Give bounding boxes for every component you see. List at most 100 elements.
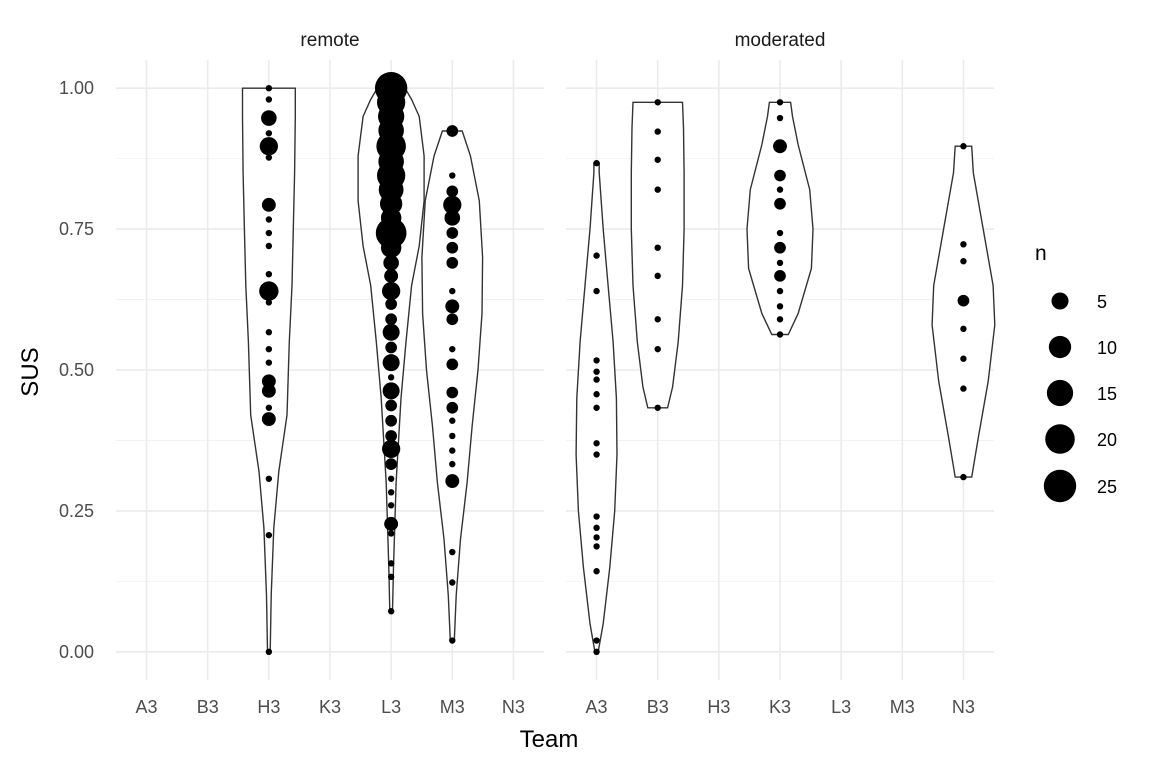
data-point	[265, 475, 273, 482]
data-point	[776, 316, 784, 323]
facet-panel-remote: remote A3 B3 H3 K3 L3 M3 N3	[116, 30, 544, 717]
data-point	[774, 197, 786, 210]
data-point	[449, 460, 456, 468]
legend-label: 10	[1097, 338, 1117, 358]
violin-N3	[931, 145, 996, 478]
x-tick-label: M3	[890, 697, 915, 717]
data-point	[449, 579, 456, 586]
violin-K3	[746, 101, 814, 336]
data-point	[265, 299, 273, 306]
data-point	[382, 382, 400, 400]
data-point	[957, 294, 970, 307]
data-point	[654, 99, 661, 106]
data-point	[593, 637, 600, 644]
data-point	[776, 259, 784, 267]
data-point	[654, 345, 661, 353]
facet-label: remote	[300, 30, 359, 51]
data-point	[654, 404, 661, 411]
data-point	[960, 385, 967, 392]
legend-title: n	[1035, 242, 1047, 265]
data-point	[593, 440, 600, 447]
data-point	[446, 358, 459, 371]
data-point	[774, 241, 786, 254]
data-point	[593, 376, 600, 383]
data-point	[265, 531, 273, 539]
data-point	[385, 414, 397, 427]
data-point	[593, 451, 600, 458]
x-tick-label: H3	[257, 697, 280, 717]
data-point	[265, 96, 273, 103]
x-tick-label: K3	[769, 697, 791, 717]
size-legend: n 5 10 15 20 25	[1035, 242, 1117, 503]
data-point	[265, 130, 273, 137]
data-point	[449, 447, 456, 454]
violin-B3	[630, 101, 685, 409]
data-point	[259, 281, 279, 301]
y-tick-label: 1.00	[59, 78, 94, 98]
data-point	[593, 252, 600, 259]
legend-key-25	[1043, 469, 1077, 503]
data-point	[960, 143, 967, 150]
data-point	[449, 417, 456, 424]
y-tick-label: 0.25	[59, 501, 94, 521]
data-point	[449, 345, 456, 353]
data-point	[387, 502, 395, 509]
y-axis-title: SUS	[17, 347, 44, 396]
data-point	[593, 368, 600, 375]
legend-key-5	[1051, 292, 1069, 310]
data-point	[446, 313, 459, 326]
data-point	[960, 355, 967, 362]
data-point	[449, 637, 456, 644]
data-point	[776, 186, 784, 193]
facet-panels: remote A3 B3 H3 K3 L3 M3 N3 moderated A3 B3 H3 K3 L3 M…	[116, 30, 996, 717]
data-point	[385, 430, 397, 442]
data-point	[593, 159, 600, 167]
data-point	[265, 229, 273, 237]
legend-label: 15	[1097, 384, 1117, 404]
data-point	[773, 139, 787, 154]
data-point	[776, 303, 784, 310]
data-point	[960, 325, 967, 333]
data-point	[593, 524, 600, 532]
data-point	[443, 195, 462, 214]
legend-key-10	[1048, 335, 1072, 359]
data-point	[449, 548, 456, 556]
data-point	[265, 270, 273, 278]
data-point	[265, 216, 273, 223]
data-point	[449, 172, 456, 179]
data-point	[384, 268, 399, 283]
data-point	[382, 439, 401, 459]
data-point	[446, 386, 459, 399]
data-point	[265, 84, 273, 92]
data-point	[776, 287, 784, 295]
data-point	[593, 534, 600, 541]
data-point	[387, 475, 395, 482]
data-point	[446, 241, 459, 254]
data-point	[654, 272, 661, 280]
data-point	[444, 210, 461, 226]
data-point	[265, 404, 273, 411]
data-point	[385, 399, 397, 412]
data-point	[446, 185, 459, 198]
legend-key-15	[1046, 379, 1074, 407]
data-point	[776, 229, 784, 237]
data-point	[960, 473, 967, 481]
data-point	[387, 608, 395, 615]
x-tick-label: B3	[647, 697, 669, 717]
data-point	[449, 432, 456, 440]
data-point	[654, 186, 661, 193]
data-point	[593, 404, 600, 411]
data-point	[265, 154, 273, 161]
data-point	[776, 331, 784, 338]
violin-H3	[241, 87, 296, 653]
data-point	[383, 255, 399, 271]
legend-label: 5	[1097, 292, 1107, 312]
x-axis-title: Team	[520, 726, 579, 753]
legend-key-20	[1045, 424, 1075, 454]
y-tick-label: 0.00	[59, 642, 94, 662]
y-tick-label: 0.50	[59, 360, 94, 380]
x-tick-label: H3	[707, 697, 730, 717]
data-point	[774, 169, 786, 182]
data-point	[776, 99, 784, 106]
